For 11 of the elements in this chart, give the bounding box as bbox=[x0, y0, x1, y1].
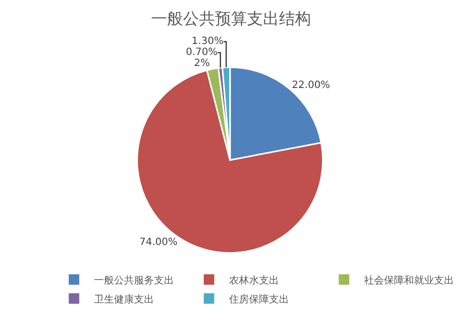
legend-label: 一般公共服务支出 bbox=[94, 274, 174, 286]
legend-label: 社会保障和就业支出 bbox=[364, 274, 454, 286]
data-label: 0.70% bbox=[186, 47, 218, 58]
legend-label: 卫生健康支出 bbox=[94, 293, 154, 306]
data-label: 1.30% bbox=[192, 36, 224, 48]
data-label: 2% bbox=[194, 58, 210, 70]
data-label: 74.00% bbox=[139, 236, 178, 248]
data-label: 22.00% bbox=[292, 80, 330, 91]
legend-label: 住房保障支出 bbox=[229, 293, 289, 306]
chart-title: 一般公共预算支出结构 bbox=[151, 9, 311, 28]
legend-label: 农林水支出 bbox=[229, 274, 279, 286]
